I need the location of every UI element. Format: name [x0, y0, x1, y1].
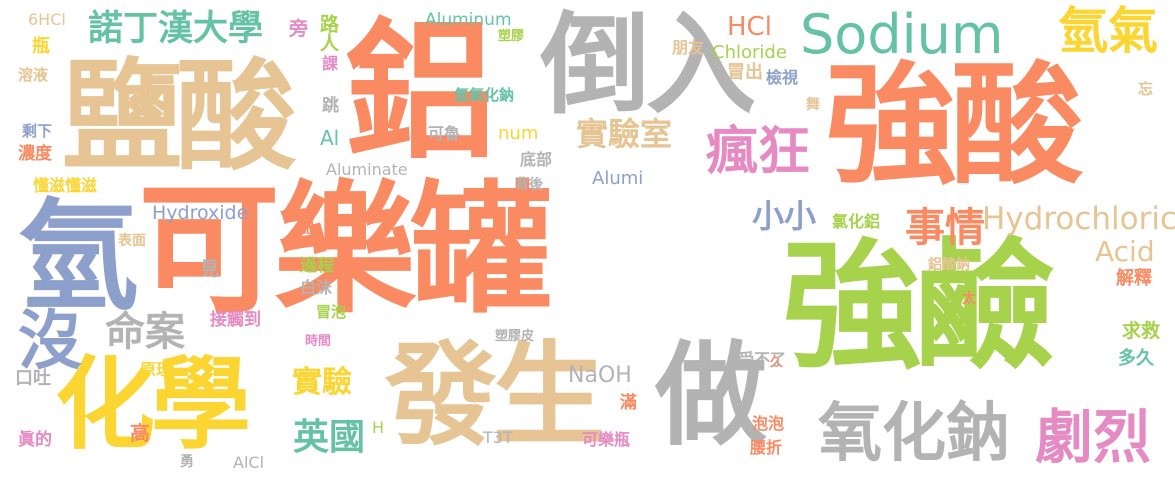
word-ke-lu: 可魯 — [428, 124, 461, 143]
word-xiao-xiao: 小小 — [752, 197, 817, 235]
word-bei-hou: 背後 — [515, 177, 543, 193]
word-h: H — [372, 418, 385, 437]
word-qing-yang-hua-na: 氫氧化鈉 — [454, 86, 515, 104]
word-peng-you: 朋友 — [672, 38, 705, 57]
word-pao-pao: 泡泡 — [752, 414, 785, 433]
word-jian-shi: 檢視 — [766, 68, 799, 87]
word-ping: 瓶 — [32, 36, 50, 57]
word-aluminate: Aluminate — [326, 160, 408, 179]
word-ju-lie: 劇烈 — [1035, 403, 1152, 471]
word-shou-bu-liao: 受不了 — [738, 350, 787, 369]
word-yong: 勇 — [180, 454, 194, 470]
word-qing: 氫 — [18, 188, 138, 327]
word-alumi: Alumi — [592, 168, 644, 189]
word-hcl: HCl — [727, 12, 772, 42]
word-sheng-xia: 剩下 — [22, 122, 53, 140]
word-acid: Acid — [1095, 235, 1155, 268]
word-wang: 忘 — [1138, 80, 1154, 98]
word-su-jiao: 塑膠 — [498, 29, 525, 44]
word-fa-sheng: 發生 — [385, 331, 605, 461]
word-ying-guo: 英國 — [293, 417, 366, 458]
word-jian: 見 — [200, 258, 220, 280]
word-pang: 旁 — [289, 18, 309, 40]
word-sodium: Sodium — [800, 3, 1004, 66]
word-qiang-jian: 強鹼 — [782, 226, 1054, 389]
word-yuan-li: 原理 — [140, 360, 173, 379]
word-qing-qi: 氫氣 — [1058, 2, 1158, 60]
word-al: Al — [320, 126, 340, 150]
word-mei: 沒 — [18, 305, 82, 379]
word-nottingham: 諾丁漢大學 — [88, 9, 264, 49]
word-alcl: AlCl — [233, 453, 265, 472]
word-qiang-suan: 強酸 — [825, 49, 1083, 203]
word-bai-mo: 白沫 — [300, 278, 333, 297]
word-aluminum: Aluminum — [425, 10, 512, 30]
word-kou-tu: 口吐 — [15, 368, 51, 389]
word-shi-jian: 時間 — [305, 334, 332, 349]
word-jiu: 久 — [770, 355, 784, 370]
word-num: num — [498, 123, 539, 144]
word-lu-ren: 路人 — [317, 14, 339, 52]
word-hua-xue: 化學 — [55, 346, 251, 463]
word-shi-yan-shi: 實驗室 — [576, 115, 673, 153]
word-shi-yan: 實驗 — [292, 365, 352, 400]
word-ji: 記 — [300, 221, 314, 237]
word-mao-chu: 冒出 — [727, 62, 763, 83]
word-qing-hua-na: 氧化鈉 — [818, 397, 1010, 471]
word-feng-kuang: 瘋狂 — [706, 122, 811, 182]
word-lv-suan-na: 鋁酸鈉 — [928, 257, 970, 273]
word-yan-suan: 鹽酸 — [62, 48, 296, 187]
word-ke: 課 — [322, 54, 339, 73]
word-jie-shi: 解釋 — [1116, 268, 1152, 289]
word-qiu-jiu: 求救 — [1122, 320, 1161, 342]
word-lv: 鋁 — [345, 6, 496, 180]
word-zuo: 做 — [655, 331, 767, 461]
word-gao: 高 — [130, 421, 150, 445]
word-mao-pao: 冒泡 — [316, 303, 347, 321]
word-yao-zhe: 腰折 — [750, 438, 783, 457]
word-hydroxide: Hydroxide — [152, 202, 249, 224]
word-tai: 太 — [962, 291, 976, 307]
word-shi-qing: 事情 — [905, 205, 985, 251]
word-dao-ru: 倒入 — [540, 1, 756, 129]
word-dong-zi: 懂滋懂滋 — [33, 176, 98, 195]
word-man: 滿 — [620, 393, 637, 413]
word-guo-cheng: 過程 — [300, 256, 334, 276]
word-duo-jiu: 多久 — [1118, 348, 1154, 369]
word-hydrochloric: Hydrochloric — [982, 201, 1175, 237]
word-ming-an: 命案 — [105, 309, 185, 355]
word-di-bu: 底部 — [520, 150, 553, 169]
word-nong-du: 濃度 — [18, 144, 52, 164]
word-kele-ping: 可樂瓶 — [582, 430, 631, 449]
word-tiao: 跳 — [322, 96, 339, 116]
word-wu: 舞 — [806, 97, 820, 113]
word-naoh: NaOH — [568, 363, 632, 388]
word-kele-guan: 可樂罐 — [138, 168, 552, 333]
word-jie-chu: 接觸到 — [210, 310, 261, 330]
word-6hcl: 6HCl — [28, 10, 66, 29]
word-su-jiao-pi: 塑膠皮 — [495, 329, 535, 344]
word-lv-hua-lv: 氯化鋁 — [832, 212, 881, 231]
word-chloride: Chloride — [712, 42, 787, 63]
word-rong-ye: 溶液 — [18, 66, 49, 84]
word-zhen-de: 眞的 — [18, 430, 52, 450]
word-biao-mian: 表面 — [118, 233, 146, 249]
word-t3t: T3T — [483, 428, 513, 447]
